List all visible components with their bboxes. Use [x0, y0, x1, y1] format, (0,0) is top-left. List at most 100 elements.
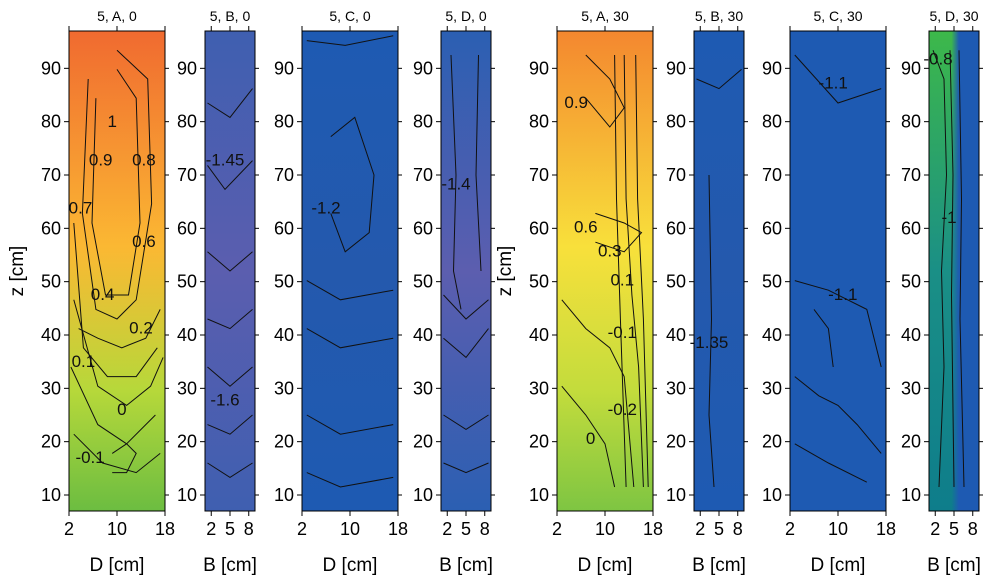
y-tick-label: 80 [41, 112, 61, 132]
x-tick-label: 18 [643, 519, 663, 539]
panel-title: 5, D, 30 [929, 8, 978, 24]
x-axis-title: D [cm] [90, 555, 145, 576]
y-tick-label: 70 [666, 165, 686, 185]
y-tick-label: 60 [413, 218, 433, 238]
contour-line [73, 299, 164, 407]
y-tick-label: 80 [529, 112, 549, 132]
contour-line [595, 212, 643, 253]
contour-label: 1 [107, 112, 116, 131]
y-tick-label: 20 [666, 432, 686, 452]
x-tick-label: 2 [442, 519, 452, 539]
heatmap-fill [302, 31, 398, 511]
contour-label: -1.6 [210, 390, 239, 409]
y-tick-label: 90 [529, 58, 549, 78]
contour-label: 0 [117, 400, 126, 419]
contour-label: 0.6 [574, 218, 598, 237]
y-tick-label: 50 [177, 272, 197, 292]
y-tick-label: 30 [413, 378, 433, 398]
contour-line [623, 54, 644, 488]
contour-line [306, 280, 394, 301]
contour-label: 0.7 [69, 198, 93, 217]
y-tick-label: 50 [762, 272, 782, 292]
x-tick-label: 5 [714, 519, 724, 539]
y-tick-label: 50 [901, 272, 921, 292]
y-tick-label: 40 [177, 325, 197, 345]
y-tick-label: 70 [529, 165, 549, 185]
contour-line [794, 54, 882, 104]
y-tick-label: 90 [413, 58, 433, 78]
y-tick-label: 70 [274, 165, 294, 185]
y-tick-label: 70 [901, 165, 921, 185]
panel-title: 5, B, 30 [695, 8, 743, 24]
y-tick-label: 40 [901, 325, 921, 345]
panel-title: 5, C, 0 [329, 8, 370, 24]
contour-line [81, 49, 153, 320]
contour-line [794, 443, 868, 483]
contour-line [450, 54, 462, 310]
contour-line [111, 443, 137, 474]
panel-7: -1.1-1.15, C, 302 10 18102030405060708090D… [762, 8, 896, 576]
contour-line [330, 116, 375, 253]
y-tick-label: 30 [274, 378, 294, 398]
y-tick-label: 40 [413, 325, 433, 345]
y-tick-label: 30 [762, 378, 782, 398]
y-tick-label: 10 [41, 485, 61, 505]
contour-line [475, 54, 482, 272]
x-tick-label: 2 [206, 519, 216, 539]
contour-label: -0.1 [608, 323, 637, 342]
contour-line [207, 88, 253, 119]
contour-line [794, 280, 882, 368]
x-axis-title: B [cm] [439, 555, 493, 576]
panel-title: 5, A, 0 [97, 8, 137, 24]
y-tick-label: 40 [666, 325, 686, 345]
contour-line [585, 54, 625, 128]
contour-line [561, 385, 616, 488]
heatmap-fill [790, 31, 886, 511]
panel-5: 0.90.60.30.1-0.1-0.205, A, 302 10 18102030… [495, 8, 663, 576]
y-tick-label: 70 [762, 165, 782, 185]
contour-line [614, 54, 627, 488]
y-tick-label: 80 [274, 112, 294, 132]
y-tick-label: 60 [177, 218, 197, 238]
contour-line [207, 366, 253, 387]
contour-line [708, 174, 715, 488]
contour-label: -1.2 [311, 198, 340, 217]
y-tick-label: 40 [274, 325, 294, 345]
contour-line [949, 50, 955, 488]
y-tick-label: 70 [177, 165, 197, 185]
panel-8: -0.8 -1 5, D, 30 2 5 8 10 20 30 40 50 60 70 80 90 B [cm… [901, 8, 983, 576]
y-tick-label: 70 [413, 165, 433, 185]
x-axis-title: B [cm] [692, 555, 746, 576]
heatmap-fill [557, 31, 653, 511]
y-tick-label: 80 [177, 112, 197, 132]
contour-label: -1.1 [819, 74, 848, 93]
x-tick-label: 10 [595, 519, 615, 539]
y-tick-label: 30 [41, 378, 61, 398]
contour-label: 0.6 [132, 232, 156, 251]
y-axis-title: z [cm] [7, 246, 28, 297]
x-tick-label: 2 [552, 519, 562, 539]
contour-label: 0.9 [89, 150, 113, 169]
x-axis-title: B [cm] [203, 555, 257, 576]
contour-line [932, 50, 948, 488]
x-tick-label: 8 [244, 519, 254, 539]
contour-label: 0.4 [91, 285, 115, 304]
panel-2: -1.45 -1.6 5, B, 0 2 5 8 10 20 30 40 50 60 70 80 90 B [… [177, 8, 259, 576]
y-tick-label: 60 [901, 218, 921, 238]
y-tick-label: 50 [413, 272, 433, 292]
contour-line [794, 376, 882, 454]
x-tick-label: 18 [155, 519, 175, 539]
panel-1: 10.9 0.80.70.60.40.20.10-0.15, A, 02 10 181… [7, 8, 175, 576]
x-axis-title: B [cm] [927, 555, 981, 576]
contour-line [443, 462, 489, 474]
x-tick-label: 2 [785, 519, 795, 539]
contour-line [207, 462, 253, 478]
heatmap-overlay [929, 31, 979, 511]
contour-line [696, 69, 742, 90]
contour-label: 0.3 [598, 242, 622, 261]
contour-line [207, 414, 253, 435]
x-tick-label: 18 [876, 519, 896, 539]
y-tick-label: 10 [274, 485, 294, 505]
